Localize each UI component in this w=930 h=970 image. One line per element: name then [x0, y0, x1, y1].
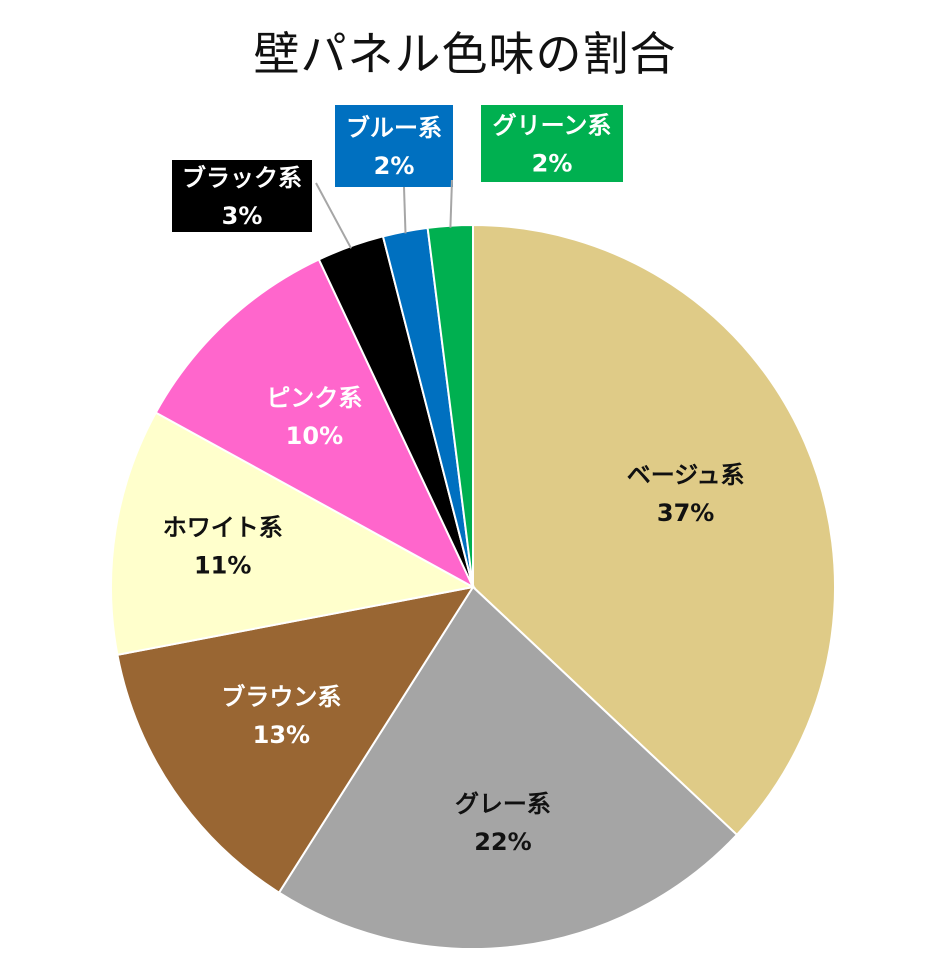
data-label-percent: 37%: [657, 499, 714, 527]
data-label-category: グレー系: [455, 790, 551, 818]
data-label-box: [172, 160, 312, 232]
data-label-category: ブラウン系: [221, 683, 341, 711]
pie-slice: [154, 258, 476, 590]
data-label-percent: 2%: [532, 150, 573, 178]
leader-line: [449, 179, 453, 228]
pie-slice: [472, 223, 836, 837]
pie-slice: [277, 585, 739, 951]
pie-slice: [110, 411, 476, 656]
data-label-category: グリーン系: [493, 112, 612, 140]
chart-title: 壁パネル色味の割合: [253, 27, 677, 81]
data-label-box: [481, 105, 623, 182]
data-label-box: [335, 105, 453, 187]
leader-line: [403, 186, 407, 234]
data-label-percent: 11%: [194, 551, 251, 579]
leader-line: [315, 182, 352, 249]
data-label-percent: 3%: [222, 202, 263, 230]
data-label-category: ホワイト系: [163, 513, 283, 541]
data-label-percent: 22%: [474, 828, 531, 856]
data-label-category: ベージュ系: [627, 461, 745, 489]
data-label-percent: 10%: [286, 422, 343, 450]
data-label-category: ブラック系: [182, 164, 302, 192]
pie-slice: [116, 585, 476, 895]
data-label-percent: 2%: [374, 152, 415, 180]
data-label-percent: 13%: [253, 721, 310, 749]
data-label-category: ピンク系: [266, 384, 362, 412]
data-label-category: ブルー系: [346, 114, 442, 142]
